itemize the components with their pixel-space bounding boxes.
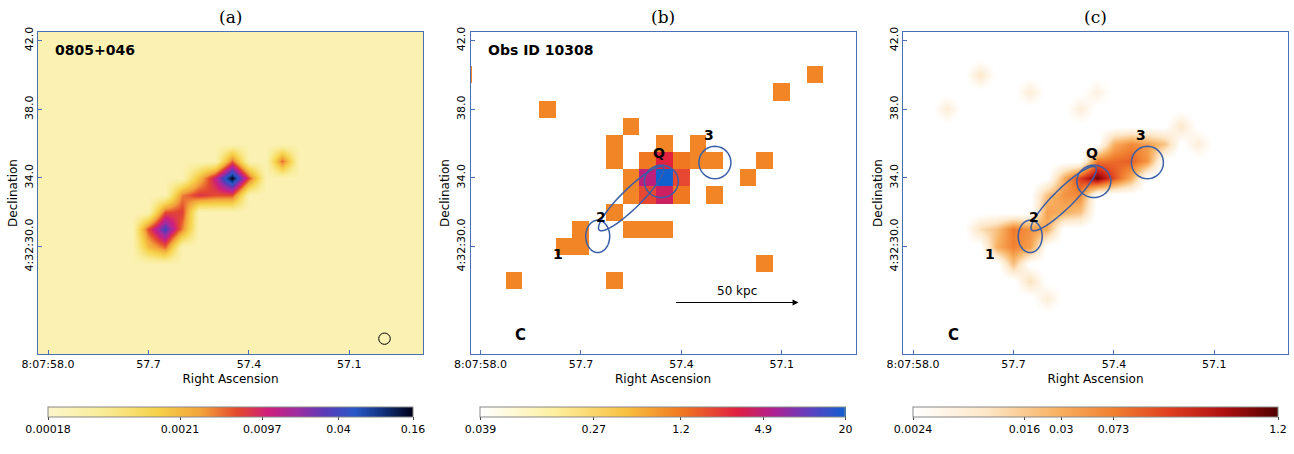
svg-text:57.1: 57.1 bbox=[337, 358, 362, 371]
svg-text:0.27: 0.27 bbox=[581, 423, 606, 436]
svg-text:0.016: 0.016 bbox=[1009, 423, 1041, 436]
svg-text:0.00018: 0.00018 bbox=[25, 423, 71, 436]
svg-text:0.03: 0.03 bbox=[1049, 423, 1074, 436]
svg-text:57.7: 57.7 bbox=[569, 358, 594, 371]
svg-text:38.0: 38.0 bbox=[23, 95, 36, 120]
svg-text:3: 3 bbox=[1136, 127, 1146, 143]
svg-text:Obs ID 10308: Obs ID 10308 bbox=[488, 42, 594, 58]
svg-text:42.0: 42.0 bbox=[23, 27, 36, 51]
svg-text:4.9: 4.9 bbox=[754, 423, 772, 436]
svg-text:C: C bbox=[515, 326, 526, 344]
svg-text:57.7: 57.7 bbox=[1001, 358, 1026, 371]
svg-text:Right Ascension: Right Ascension bbox=[615, 372, 711, 386]
svg-text:0.0024: 0.0024 bbox=[894, 423, 933, 436]
svg-text:0.16: 0.16 bbox=[401, 423, 426, 436]
svg-text:0.0097: 0.0097 bbox=[243, 423, 282, 436]
svg-text:Right Ascension: Right Ascension bbox=[1048, 372, 1144, 386]
svg-text:Declination: Declination bbox=[6, 159, 20, 227]
svg-text:38.0: 38.0 bbox=[888, 95, 901, 120]
svg-text:2: 2 bbox=[596, 209, 606, 225]
svg-text:1: 1 bbox=[985, 246, 995, 262]
svg-text:42.0: 42.0 bbox=[888, 27, 901, 52]
svg-text:42.0: 42.0 bbox=[455, 27, 468, 52]
svg-text:50 kpc: 50 kpc bbox=[717, 284, 757, 298]
svg-text:Declination: Declination bbox=[438, 159, 452, 227]
svg-text:8:07:58.0: 8:07:58.0 bbox=[887, 358, 940, 371]
svg-text:34.0: 34.0 bbox=[23, 164, 36, 189]
svg-text:57.4: 57.4 bbox=[669, 358, 694, 371]
svg-text:(a): (a) bbox=[219, 7, 242, 27]
svg-text:57.1: 57.1 bbox=[770, 358, 795, 371]
svg-text:Declination: Declination bbox=[871, 159, 885, 227]
svg-text:57.1: 57.1 bbox=[1202, 358, 1227, 371]
svg-text:8:07:58.0: 8:07:58.0 bbox=[454, 358, 507, 371]
svg-text:34.0: 34.0 bbox=[888, 164, 901, 189]
svg-text:1.2: 1.2 bbox=[1269, 423, 1287, 436]
svg-text:2: 2 bbox=[1029, 209, 1039, 225]
svg-text:0.039: 0.039 bbox=[465, 423, 497, 436]
svg-text:0.073: 0.073 bbox=[1098, 423, 1130, 436]
svg-text:C: C bbox=[948, 326, 959, 344]
svg-text:0.0021: 0.0021 bbox=[161, 423, 200, 436]
svg-text:0.04: 0.04 bbox=[326, 423, 351, 436]
svg-text:1.2: 1.2 bbox=[672, 423, 690, 436]
svg-text:34.0: 34.0 bbox=[455, 164, 468, 189]
svg-text:0805+046: 0805+046 bbox=[55, 42, 135, 58]
svg-text:57.7: 57.7 bbox=[136, 358, 161, 371]
svg-text:20: 20 bbox=[839, 423, 853, 436]
svg-text:4:32:30.0: 4:32:30.0 bbox=[455, 219, 468, 272]
svg-text:4:32:30.0: 4:32:30.0 bbox=[888, 219, 901, 272]
svg-text:4:32:30.0: 4:32:30.0 bbox=[23, 219, 36, 272]
svg-text:(c): (c) bbox=[1084, 7, 1107, 27]
svg-text:1: 1 bbox=[553, 246, 563, 262]
svg-text:Right Ascension: Right Ascension bbox=[183, 372, 279, 386]
svg-text:3: 3 bbox=[704, 127, 714, 143]
svg-text:8:07:58.0: 8:07:58.0 bbox=[22, 358, 75, 371]
svg-text:57.4: 57.4 bbox=[1102, 358, 1127, 371]
svg-text:38.0: 38.0 bbox=[455, 95, 468, 120]
svg-text:Q: Q bbox=[653, 145, 665, 161]
svg-text:57.4: 57.4 bbox=[237, 358, 262, 371]
svg-text:Q: Q bbox=[1086, 145, 1098, 161]
svg-text:(b): (b) bbox=[651, 7, 675, 27]
